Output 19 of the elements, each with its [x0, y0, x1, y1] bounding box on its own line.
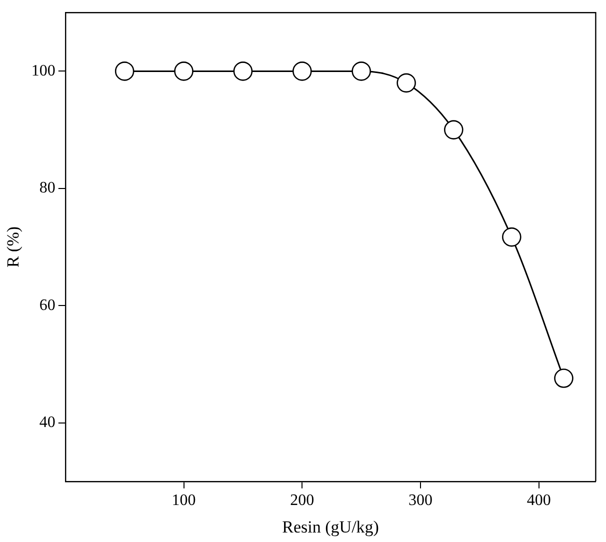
point — [114, 62, 134, 81]
point — [174, 62, 194, 81]
x-tick-label: 100 — [172, 492, 196, 510]
y-tick-label: 80 — [39, 180, 56, 197]
point — [554, 368, 574, 388]
point — [396, 73, 416, 93]
point — [352, 62, 371, 81]
point — [502, 227, 522, 247]
x-tick-label: 400 — [526, 492, 551, 510]
point — [292, 62, 312, 81]
point — [444, 120, 464, 140]
y-tick-label: 100 — [31, 62, 56, 80]
x-tick-label: 300 — [408, 492, 433, 510]
x-tick-label: 200 — [290, 492, 314, 510]
y-tick-label: 40 — [39, 414, 56, 432]
x-axis-title: Resin (gU/kg) — [282, 517, 379, 536]
point — [233, 62, 253, 81]
y-tick-label: 60 — [39, 296, 56, 314]
y-axis-title: R (%) — [4, 226, 23, 268]
